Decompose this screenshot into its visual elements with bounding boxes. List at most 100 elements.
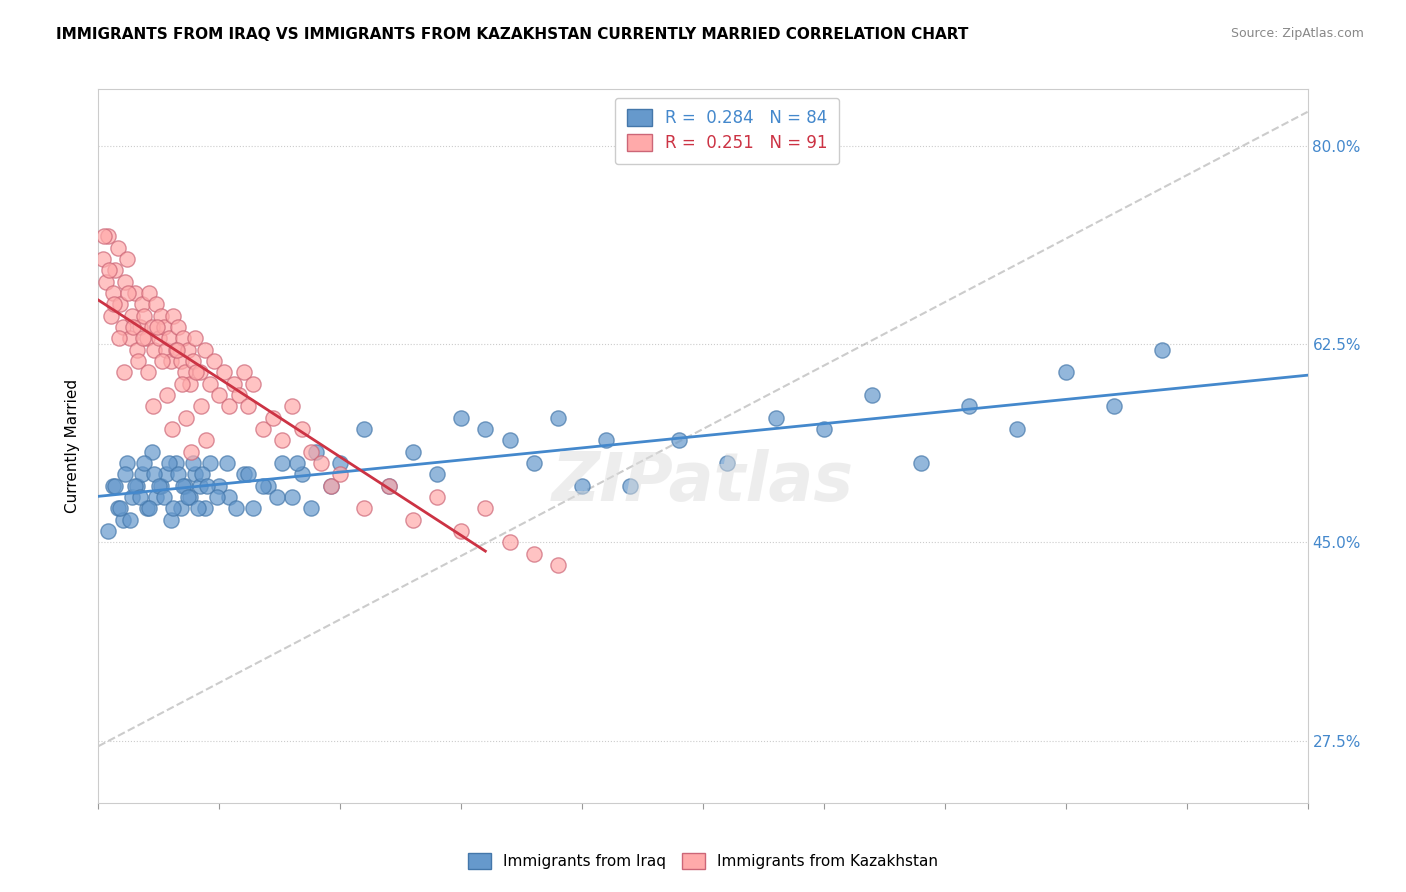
- Immigrants from Kazakhstan: [157, 331, 180, 345]
- Immigrants from Kazakhstan: [148, 331, 170, 345]
- Immigrants from Iraq: [860, 388, 883, 402]
- Text: ZIPatlas: ZIPatlas: [553, 449, 853, 515]
- Immigrants from Kazakhstan: [136, 365, 159, 379]
- Immigrants from Kazakhstan: [523, 547, 546, 561]
- Immigrants from Iraq: [127, 478, 149, 492]
- Immigrants from Kazakhstan: [184, 365, 207, 379]
- Immigrants from Kazakhstan: [141, 320, 163, 334]
- Immigrants from Iraq: [174, 478, 197, 492]
- Immigrants from Iraq: [377, 478, 399, 492]
- Immigrants from Iraq: [474, 422, 496, 436]
- Immigrants from Iraq: [167, 467, 190, 482]
- Immigrants from Iraq: [97, 524, 120, 538]
- Immigrants from Kazakhstan: [162, 309, 184, 323]
- Legend: R =  0.284   N = 84, R =  0.251   N = 91: R = 0.284 N = 84, R = 0.251 N = 91: [614, 97, 839, 164]
- Immigrants from Iraq: [101, 478, 124, 492]
- Immigrants from Kazakhstan: [134, 309, 156, 323]
- Immigrants from Iraq: [353, 422, 375, 436]
- Immigrants from Kazakhstan: [169, 354, 191, 368]
- Immigrants from Iraq: [114, 467, 136, 482]
- Immigrants from Iraq: [124, 478, 146, 492]
- Immigrants from Kazakhstan: [174, 365, 197, 379]
- Immigrants from Iraq: [498, 434, 520, 448]
- Immigrants from Iraq: [134, 456, 156, 470]
- Immigrants from Iraq: [111, 513, 134, 527]
- Immigrants from Kazakhstan: [160, 422, 183, 436]
- Immigrants from Kazakhstan: [179, 376, 201, 391]
- Immigrants from Kazakhstan: [152, 320, 174, 334]
- Immigrants from Iraq: [121, 490, 143, 504]
- Immigrants from Kazakhstan: [100, 309, 122, 323]
- Immigrants from Iraq: [716, 456, 738, 470]
- Immigrants from Kazakhstan: [208, 388, 231, 402]
- Immigrants from Iraq: [169, 501, 191, 516]
- Immigrants from Iraq: [152, 490, 174, 504]
- Immigrants from Kazakhstan: [131, 297, 153, 311]
- Immigrants from Iraq: [910, 456, 932, 470]
- Immigrants from Kazakhstan: [156, 388, 179, 402]
- Immigrants from Kazakhstan: [232, 365, 254, 379]
- Immigrants from Kazakhstan: [117, 286, 139, 301]
- Immigrants from Kazakhstan: [150, 354, 173, 368]
- Immigrants from Kazakhstan: [145, 297, 167, 311]
- Immigrants from Kazakhstan: [150, 309, 173, 323]
- Immigrants from Kazakhstan: [170, 376, 193, 391]
- Immigrants from Kazakhstan: [121, 309, 143, 323]
- Immigrants from Kazakhstan: [127, 343, 149, 357]
- Immigrants from Kazakhstan: [188, 365, 211, 379]
- Text: IMMIGRANTS FROM IRAQ VS IMMIGRANTS FROM KAZAKHSTAN CURRENTLY MARRIED CORRELATION: IMMIGRANTS FROM IRAQ VS IMMIGRANTS FROM …: [56, 27, 969, 42]
- Immigrants from Iraq: [191, 467, 214, 482]
- Immigrants from Iraq: [619, 478, 641, 492]
- Immigrants from Kazakhstan: [222, 376, 245, 391]
- Immigrants from Kazakhstan: [103, 297, 125, 311]
- Immigrants from Kazakhstan: [176, 410, 198, 425]
- Immigrants from Iraq: [256, 478, 278, 492]
- Immigrants from Kazakhstan: [160, 354, 183, 368]
- Immigrants from Kazakhstan: [97, 229, 120, 244]
- Immigrants from Kazakhstan: [135, 331, 157, 345]
- Text: Source: ZipAtlas.com: Source: ZipAtlas.com: [1230, 27, 1364, 40]
- Immigrants from Kazakhstan: [180, 444, 202, 458]
- Immigrants from Iraq: [187, 501, 209, 516]
- Immigrants from Kazakhstan: [319, 478, 342, 492]
- Immigrants from Kazakhstan: [228, 388, 250, 402]
- Immigrants from Kazakhstan: [172, 331, 194, 345]
- Immigrants from Iraq: [765, 410, 787, 425]
- Immigrants from Iraq: [107, 501, 129, 516]
- Immigrants from Iraq: [285, 456, 308, 470]
- Immigrants from Iraq: [238, 467, 260, 482]
- Immigrants from Kazakhstan: [118, 331, 141, 345]
- Immigrants from Iraq: [271, 456, 294, 470]
- Immigrants from Kazakhstan: [309, 456, 332, 470]
- Immigrants from Iraq: [157, 456, 180, 470]
- Immigrants from Kazakhstan: [107, 241, 129, 255]
- Immigrants from Kazakhstan: [177, 343, 200, 357]
- Immigrants from Iraq: [184, 467, 207, 482]
- Immigrants from Kazakhstan: [104, 263, 127, 277]
- Immigrants from Iraq: [281, 490, 304, 504]
- Immigrants from Iraq: [135, 501, 157, 516]
- Immigrants from Iraq: [104, 478, 127, 492]
- Immigrants from Iraq: [188, 478, 211, 492]
- Immigrants from Kazakhstan: [281, 400, 304, 414]
- Immigrants from Iraq: [131, 467, 153, 482]
- Immigrants from Kazakhstan: [474, 501, 496, 516]
- Immigrants from Iraq: [547, 410, 569, 425]
- Immigrants from Iraq: [450, 410, 472, 425]
- Immigrants from Kazakhstan: [402, 513, 425, 527]
- Immigrants from Iraq: [172, 478, 194, 492]
- Immigrants from Kazakhstan: [184, 331, 207, 345]
- Immigrants from Iraq: [225, 501, 247, 516]
- Immigrants from Kazakhstan: [271, 434, 294, 448]
- Immigrants from Iraq: [198, 456, 221, 470]
- Immigrants from Iraq: [329, 456, 352, 470]
- Immigrants from Iraq: [215, 456, 238, 470]
- Immigrants from Iraq: [595, 434, 617, 448]
- Immigrants from Iraq: [128, 490, 150, 504]
- Immigrants from Kazakhstan: [93, 229, 115, 244]
- Immigrants from Kazakhstan: [377, 478, 399, 492]
- Immigrants from Iraq: [668, 434, 690, 448]
- Immigrants from Kazakhstan: [94, 275, 117, 289]
- Legend: Immigrants from Iraq, Immigrants from Kazakhstan: Immigrants from Iraq, Immigrants from Ka…: [463, 847, 943, 875]
- Immigrants from Iraq: [194, 501, 217, 516]
